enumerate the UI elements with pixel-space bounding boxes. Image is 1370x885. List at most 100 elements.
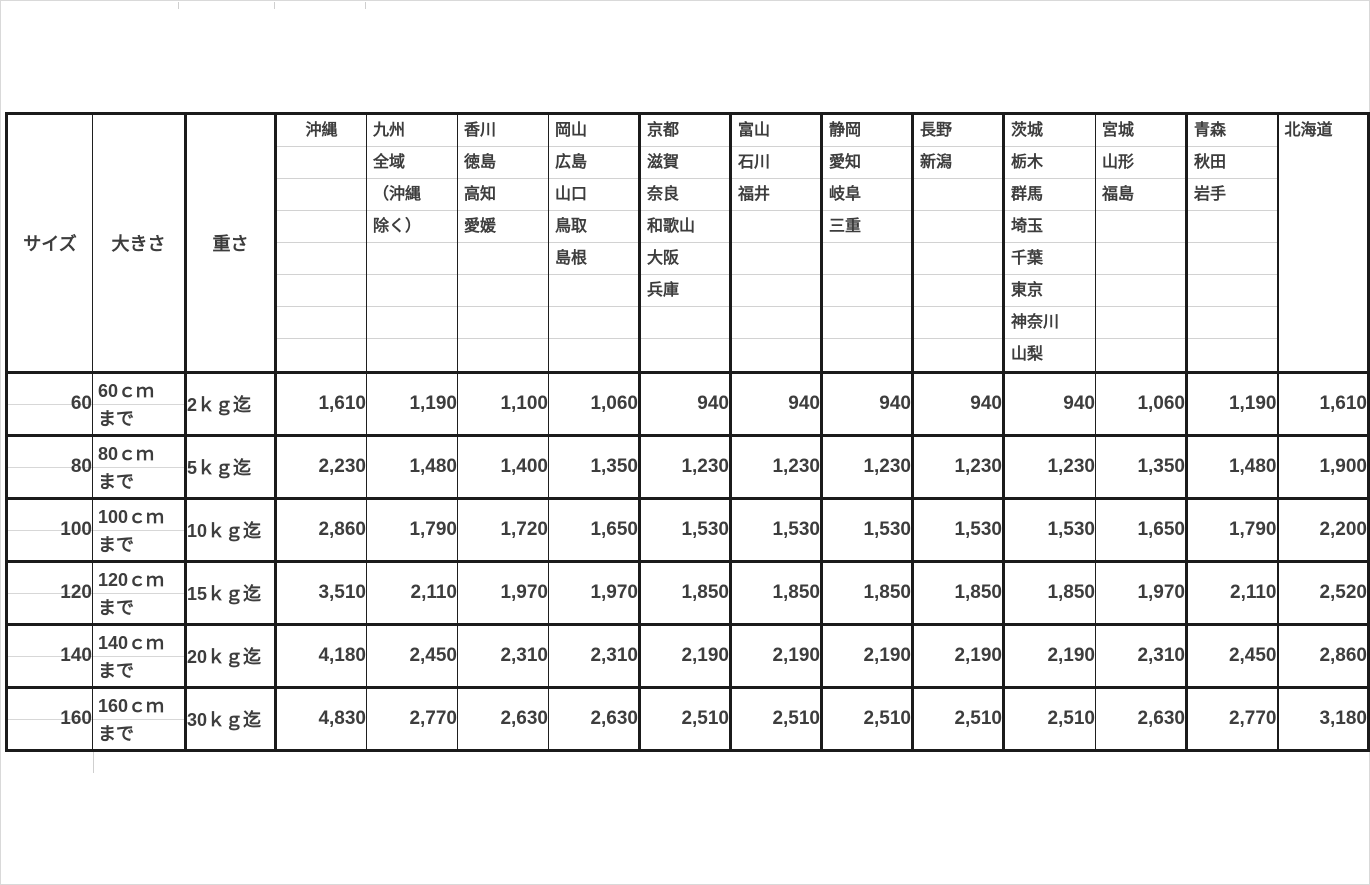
price-cell: 2,450 <box>1185 623 1278 688</box>
price-cell: 1,790 <box>1185 497 1278 562</box>
region-name: 徳島 <box>458 147 548 179</box>
region-name: 福島 <box>1096 179 1185 211</box>
table-body: サイズ 大きさ 重さ 沖縄 九州 全域 （沖縄 除く） 香川 徳島 高知 愛媛 岡山 広島 山口 鳥取 島根 京都… <box>6 113 1369 751</box>
region-name: （沖縄 <box>367 179 457 211</box>
region-subcell-empty <box>1096 211 1185 243</box>
region-name: 奈良 <box>642 179 729 211</box>
region-name: 鳥取 <box>549 211 638 243</box>
size-cell: 100 <box>6 497 93 562</box>
price-cell: 1,230 <box>911 434 1004 499</box>
region-name: 兵庫 <box>642 275 729 307</box>
region-subcell-empty <box>278 275 366 307</box>
region-subcell-empty <box>915 211 1002 243</box>
region-header-cell: 茨城 栃木 群馬 埼玉 千葉 東京 神奈川 山梨 <box>1002 113 1096 373</box>
gridline-artifact <box>93 749 94 773</box>
region-header-cell: 岡山 広島 山口 鳥取 島根 <box>548 113 640 373</box>
price-cell: 2,630 <box>457 686 549 751</box>
dimension-cell: 60ｃｍ まで <box>92 371 186 436</box>
region-subcell-empty <box>367 307 457 339</box>
region-name: 岡山 <box>549 115 638 147</box>
size-value: 60 <box>70 393 92 414</box>
region-name: 島根 <box>549 243 638 275</box>
price-cell: 1,480 <box>1185 434 1278 499</box>
region-name: 新潟 <box>915 147 1002 179</box>
price-cell: 2,310 <box>548 623 640 688</box>
region-name: 静岡 <box>824 115 911 147</box>
region-header-cell: 北海道 <box>1276 113 1369 373</box>
region-subcell-empty <box>368 339 458 371</box>
price-cell: 2,230 <box>274 434 367 499</box>
region-name: 千葉 <box>1006 243 1095 275</box>
region-header-cell: 香川 徳島 高知 愛媛 <box>457 113 549 373</box>
dimension-header-cell: 大きさ <box>92 113 186 373</box>
size-header-cell: サイズ <box>23 234 77 254</box>
price-cell: 2,510 <box>820 686 913 751</box>
price-cell: 3,180 <box>1276 686 1369 751</box>
price-cell: 2,190 <box>1002 623 1096 688</box>
price-cell: 1,060 <box>1095 371 1187 436</box>
region-name: 北海道 <box>1284 122 1333 139</box>
region-name: 山口 <box>549 179 638 211</box>
price-cell: 1,230 <box>1002 434 1096 499</box>
region-subcell-empty <box>1096 307 1185 339</box>
price-cell: 1,190 <box>1185 371 1278 436</box>
size-cell: 120 <box>6 560 93 625</box>
region-header-cell: 九州 全域 （沖縄 除く） <box>366 113 458 373</box>
region-subcell-empty <box>278 211 366 243</box>
dimension-line1: 140ｃｍ <box>93 628 184 657</box>
region-subcell-empty <box>642 307 729 339</box>
region-subcell-empty <box>1189 307 1277 339</box>
region-subcell-empty <box>459 339 549 371</box>
price-cell: 1,530 <box>911 497 1004 562</box>
region-name: 全域 <box>367 147 457 179</box>
region-name: 栃木 <box>1006 147 1095 179</box>
region-subcell-empty <box>278 307 366 339</box>
region-subcell-empty <box>278 147 366 179</box>
size-cell: 80 <box>6 434 93 499</box>
price-cell: 2,520 <box>1276 560 1369 625</box>
region-name: 大阪 <box>642 243 729 275</box>
region-subcell-empty <box>367 243 457 275</box>
size-cell: 160 <box>6 686 93 751</box>
region-subcell-empty <box>643 339 730 371</box>
region-name: 長野 <box>915 115 1002 147</box>
region-name: 岐阜 <box>824 179 911 211</box>
region-subcell-empty <box>733 307 820 339</box>
region-subcell-empty <box>458 275 548 307</box>
region-subcell-empty <box>824 243 911 275</box>
dimension-line2: まで <box>98 598 134 618</box>
size-value: 120 <box>60 582 92 603</box>
size-value: 160 <box>60 708 92 729</box>
price-cell: 2,110 <box>366 560 458 625</box>
weight-cell: 20ｋｇ迄 <box>184 623 276 688</box>
region-subcell-empty <box>458 307 548 339</box>
price-cell: 2,630 <box>548 686 640 751</box>
dimension-line2: まで <box>98 535 134 555</box>
region-header-cell: 京都 滋賀 奈良 和歌山 大阪 兵庫 <box>638 113 731 373</box>
price-cell: 1,610 <box>1276 371 1369 436</box>
dimension-line1: 160ｃｍ <box>93 691 184 720</box>
weight-cell: 30ｋｇ迄 <box>184 686 276 751</box>
region-subcell-empty <box>1189 211 1277 243</box>
table-row: 60 60ｃｍ まで 2ｋｇ迄 1,610 1,190 1,100 1,060 940 940 94… <box>6 371 1369 436</box>
price-cell: 1,610 <box>274 371 367 436</box>
shipping-rate-table: サイズ 大きさ 重さ 沖縄 九州 全域 （沖縄 除く） 香川 徳島 高知 愛媛 岡山 広島 山口 鳥取 島根 京都… <box>5 112 1370 752</box>
region-name: 宮城 <box>1096 115 1185 147</box>
price-cell: 1,350 <box>1095 434 1187 499</box>
dimension-line1: 80ｃｍ <box>93 439 184 468</box>
size-cell: 60 <box>6 371 93 436</box>
price-cell: 4,180 <box>274 623 367 688</box>
dimension-cell: 120ｃｍ まで <box>92 560 186 625</box>
region-subcell-empty <box>1096 275 1185 307</box>
price-cell: 3,510 <box>274 560 367 625</box>
region-subcell-empty <box>1096 243 1185 275</box>
region-subcell-empty <box>733 275 820 307</box>
region-subcell-empty <box>734 339 821 371</box>
price-cell: 2,770 <box>366 686 458 751</box>
region-subcell-empty <box>824 275 911 307</box>
region-name: 石川 <box>733 147 820 179</box>
weight-header-cell: 重さ <box>184 113 276 373</box>
price-cell: 1,850 <box>638 560 731 625</box>
table-row: 100 100ｃｍ まで 10ｋｇ迄 2,860 1,790 1,720 1,650 1,530… <box>6 497 1369 562</box>
region-subcell-empty <box>458 243 548 275</box>
